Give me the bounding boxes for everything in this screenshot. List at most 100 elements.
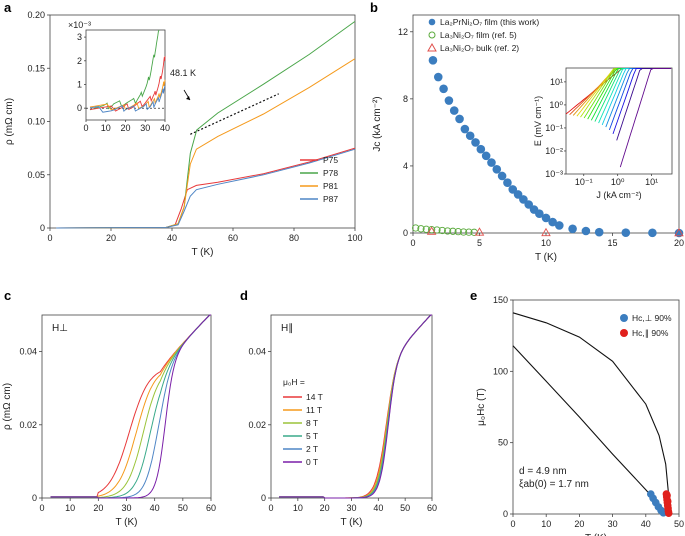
panel-b-inset-y-tick-label: 10¹ xyxy=(550,77,563,87)
panel-d-field-label: H∥ xyxy=(281,323,293,334)
panel-d-series-14 T xyxy=(279,314,432,499)
panel-b-point-ref5 xyxy=(438,226,446,235)
panel-a-y-tick-label: 0 xyxy=(40,223,45,233)
panel-a-inset-y-tick-label: 1 xyxy=(77,79,82,89)
panel-e-plot-frame xyxy=(512,299,680,515)
panel-b-point-film xyxy=(594,227,604,237)
panel-d-x-tick-label: 20 xyxy=(320,503,330,513)
panel-b-point-film xyxy=(449,106,459,115)
panel-a-y-tick-label: 0.10 xyxy=(27,117,45,127)
panel-a-x-tick-label: 0 xyxy=(47,233,52,243)
panel-d-legend-label: 2 T xyxy=(306,444,318,454)
panel-d-legend-label: 11 T xyxy=(306,405,322,415)
panel-e-annotation-thickness: d = 4.9 nm xyxy=(519,466,567,477)
panel-b-point-film xyxy=(487,158,496,167)
panel-c-plot-frame xyxy=(41,314,212,499)
panel-c-x-tick-label: 60 xyxy=(206,503,216,513)
panel-a-inset-series-P75 xyxy=(89,56,166,112)
panel-a-y-axis-label: ρ (mΩ cm) xyxy=(4,98,15,145)
panel-a-x-axis-label: T (K) xyxy=(191,247,213,258)
panel-a-inset-y-tick-label: 0 xyxy=(77,103,82,113)
panel-e-point-parallel xyxy=(664,509,673,517)
panel-d-chart: 0 10 20 30 40 50 60 0 0.02 0.04 T (K) H∥ μ₀H =14 T 11… xyxy=(248,314,437,528)
panel-c-x-tick-label: 30 xyxy=(121,503,131,513)
panel-label-a: a xyxy=(4,0,12,15)
panel-b-x-axis-label: T (K) xyxy=(535,252,557,263)
panel-d-y-tick-label: 0 xyxy=(261,493,266,503)
panel-b-point-film xyxy=(433,72,443,82)
panel-e-y-tick-label: 0 xyxy=(503,509,508,519)
panel-b-point-film xyxy=(648,228,657,238)
panel-e-annotation-coherence: ξab(0) = 1.7 nm xyxy=(519,479,589,490)
panel-b-legend-marker xyxy=(428,31,436,39)
panel-e-point-parallel xyxy=(663,497,672,505)
panel-d-x-axis-label: T (K) xyxy=(340,517,362,528)
panel-a-inset-x-tick-label: 40 xyxy=(160,123,170,133)
panel-c-x-tick-label: 10 xyxy=(65,503,75,513)
panel-b-point-bulk xyxy=(541,227,551,237)
panel-b-point-film xyxy=(492,164,502,174)
panel-a-inset-x-tick-label: 30 xyxy=(140,123,150,133)
panel-b-inset-curve xyxy=(612,68,665,135)
panel-d-legend-label: 8 T xyxy=(306,418,318,428)
panel-b-point-film xyxy=(476,144,486,154)
panel-c-y-tick-label: 0.04 xyxy=(19,347,37,357)
panel-b-point-ref5 xyxy=(459,228,468,236)
panel-b-point-film xyxy=(621,228,631,237)
panel-b-legend-label: La₂PrNi₂O₇ film (this work) xyxy=(440,17,539,27)
panel-d-x-tick-label: 10 xyxy=(293,503,303,513)
panel-b-y-axis-label: Jc (kA cm⁻²) xyxy=(372,96,383,151)
panel-b-inset-curve xyxy=(619,68,672,168)
panel-b-inset-frame xyxy=(565,67,673,175)
panel-b-point-film xyxy=(455,114,464,124)
panel-c-series-8 T xyxy=(50,314,211,499)
panel-b-legend-marker xyxy=(427,42,437,52)
panel-b-inset-x-tick-label: 10¹ xyxy=(645,177,658,187)
panel-c-x-tick-label: 40 xyxy=(150,503,160,513)
panel-e-x-tick-label: 50 xyxy=(674,519,684,529)
panel-b-inset-y-axis-label: E (mV cm⁻¹) xyxy=(533,96,543,146)
panel-e-y-axis-label: μ₀Hc (T) xyxy=(476,388,487,426)
panel-a-legend-label-P78: P78 xyxy=(323,168,338,178)
panel-b-point-film xyxy=(439,84,448,94)
panel-e-chart: 0 10 20 30 40 50 0 50 100 150 T (K) μ₀Hc (T) Hc,⊥ 90… xyxy=(476,295,684,536)
panel-e-x-tick-label: 0 xyxy=(510,519,515,529)
panel-a-x-tick-label: 40 xyxy=(167,233,177,243)
panel-a-series-P81 xyxy=(56,58,356,229)
panel-b-inset-x-axis-label: J (kA cm⁻²) xyxy=(596,190,641,200)
panel-b-x-tick-label: 10 xyxy=(541,238,551,248)
panel-label-e: e xyxy=(470,288,477,303)
panel-b-point-ref5 xyxy=(417,225,425,233)
panel-b-legend-label: La₃Ni₂O₇ bulk (ref. 2) xyxy=(440,43,519,53)
panel-a-x-tick-label: 100 xyxy=(347,233,362,243)
panel-b-point-bulk xyxy=(426,226,437,235)
panel-d-x-tick-label: 0 xyxy=(268,503,273,513)
panel-d-plot-frame xyxy=(270,314,433,499)
panel-e-x-tick-label: 20 xyxy=(574,519,584,529)
panel-b-point-ref5 xyxy=(433,226,441,234)
panel-a-y-tick-label: 0.20 xyxy=(27,10,45,20)
panel-b-x-tick-label: 15 xyxy=(607,238,617,248)
panel-b-y-tick-label: 12 xyxy=(398,27,408,37)
panel-d-x-tick-label: 40 xyxy=(373,503,383,513)
panel-c-series-11 T xyxy=(50,314,211,498)
panel-c-x-tick-label: 20 xyxy=(93,503,103,513)
panel-a-legend-label-P87: P87 xyxy=(323,194,338,204)
panel-e-y-tick-label: 50 xyxy=(498,438,508,448)
panel-c-y-tick-label: 0 xyxy=(32,493,37,503)
panel-label-b: b xyxy=(370,0,378,15)
panel-b-x-tick-label: 5 xyxy=(477,238,482,248)
panel-c-series-0 T xyxy=(50,314,211,499)
panel-c-chart: 0 10 20 30 40 50 60 0 0.02 0.04 T (K) ρ (mΩ cm) H⊥ xyxy=(2,314,216,528)
panel-c-field-label: H⊥ xyxy=(52,323,68,334)
panel-b-inset-y-tick-label: 10⁻¹ xyxy=(545,123,563,133)
panel-b-point-film xyxy=(465,131,475,141)
panel-a-x-tick-label: 80 xyxy=(289,233,299,243)
panel-b-y-tick-label: 0 xyxy=(403,228,408,238)
panel-e-legend-label: Hc,⊥ 90% xyxy=(632,313,672,323)
panel-a-inset-x-tick-label: 20 xyxy=(120,123,130,133)
panel-a-inset-y-tick-label: 3 xyxy=(77,32,82,42)
panel-b-point-film xyxy=(444,96,454,105)
panel-b-point-ref5 xyxy=(422,225,430,233)
